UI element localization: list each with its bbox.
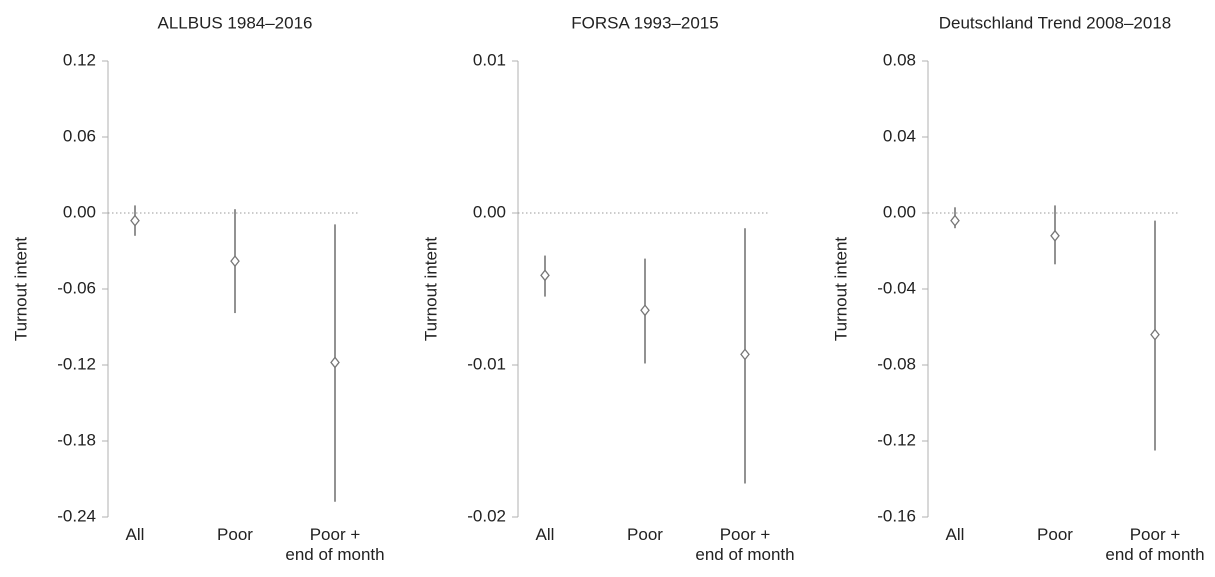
point [230, 255, 240, 268]
point [740, 348, 750, 361]
y-axis-label: Turnout intent [11, 237, 30, 342]
y-tick-label: 0.08 [883, 50, 916, 69]
x-tick-label: Poor [1037, 525, 1073, 544]
y-tick-label: 0.00 [63, 202, 96, 221]
x-tick-label: Poor + end of month [1105, 525, 1205, 564]
y-tick-label: 0.06 [63, 126, 96, 145]
x-tick-label: All [125, 525, 145, 544]
y-tick-label: -0.04 [877, 278, 916, 297]
x-tick-label: Poor [627, 525, 663, 544]
y-tick-label: 0.00 [473, 202, 506, 221]
y-axis-label: Turnout intent [421, 237, 440, 342]
x-tick-label: All [535, 525, 555, 544]
y-tick-label: -0.01 [467, 354, 506, 373]
y-tick-label: -0.12 [877, 430, 916, 449]
y-tick-label: -0.02 [467, 506, 506, 525]
y-tick-label: -0.06 [57, 278, 96, 297]
y-tick-label: 0.04 [883, 126, 916, 145]
chart-title: Deutschland Trend 2008–2018 [939, 13, 1172, 32]
y-tick-label: -0.16 [877, 506, 916, 525]
y-tick-label: 0.01 [473, 50, 506, 69]
point [950, 214, 960, 227]
x-tick-label: Poor + end of month [695, 525, 795, 564]
y-tick-label: 0.00 [883, 202, 916, 221]
y-tick-label: -0.24 [57, 506, 96, 525]
y-axis-label: Turnout intent [831, 237, 850, 342]
point [130, 214, 140, 227]
y-tick-label: -0.12 [57, 354, 96, 373]
y-tick-label: 0.12 [63, 50, 96, 69]
point [330, 356, 340, 369]
chart-title: FORSA 1993–2015 [571, 13, 718, 32]
point [640, 304, 650, 317]
y-tick-label: -0.08 [877, 354, 916, 373]
point [1150, 328, 1160, 341]
x-tick-label: Poor + end of month [285, 525, 385, 564]
x-tick-label: All [945, 525, 965, 544]
y-tick-label: -0.18 [57, 430, 96, 449]
x-tick-label: Poor [217, 525, 253, 544]
point [1050, 229, 1060, 242]
chart-title: ALLBUS 1984–2016 [157, 13, 312, 32]
point [540, 269, 550, 282]
